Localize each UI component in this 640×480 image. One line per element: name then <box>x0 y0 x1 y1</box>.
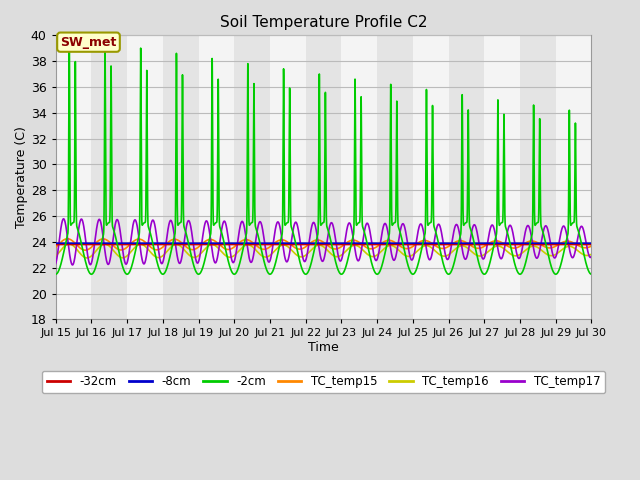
TC_temp15 <box>394 241 401 247</box>
Y-axis label: Temperature (C): Temperature (C) <box>15 126 28 228</box>
TC_temp15 <box>80 247 88 253</box>
Bar <box>484 36 520 319</box>
-32cm <box>490 241 497 247</box>
-2cm <box>469 235 477 240</box>
Line: TC_temp17: TC_temp17 <box>56 219 591 265</box>
Bar <box>92 36 127 319</box>
Bar <box>56 36 92 319</box>
TC_temp17 <box>469 224 477 229</box>
Bar <box>341 36 377 319</box>
-8cm <box>469 240 477 246</box>
Title: Soil Temperature Profile C2: Soil Temperature Profile C2 <box>220 15 428 30</box>
-8cm <box>454 240 462 246</box>
TC_temp17 <box>394 243 401 249</box>
Bar <box>306 36 341 319</box>
Bar <box>520 36 556 319</box>
-32cm <box>80 241 88 247</box>
Line: -2cm: -2cm <box>56 42 591 274</box>
-2cm <box>588 271 595 277</box>
TC_temp16 <box>394 246 401 252</box>
TC_temp16 <box>469 250 477 255</box>
Bar <box>413 36 449 319</box>
-8cm <box>483 240 490 246</box>
TC_temp17 <box>52 261 60 266</box>
TC_temp16 <box>490 244 497 250</box>
Bar <box>556 36 591 319</box>
-8cm <box>52 240 60 246</box>
-32cm <box>588 241 595 247</box>
-32cm <box>483 241 490 247</box>
X-axis label: Time: Time <box>308 341 339 354</box>
Bar <box>127 36 163 319</box>
-2cm <box>454 241 462 247</box>
Bar <box>449 36 484 319</box>
TC_temp16 <box>483 251 490 256</box>
-32cm <box>469 241 477 247</box>
TC_temp17 <box>588 253 595 259</box>
-32cm <box>52 241 60 247</box>
-2cm <box>80 251 88 257</box>
Line: TC_temp15: TC_temp15 <box>56 239 591 250</box>
-32cm <box>394 241 401 247</box>
Bar <box>163 36 198 319</box>
TC_temp15 <box>483 242 490 248</box>
-2cm <box>52 271 60 277</box>
Line: TC_temp16: TC_temp16 <box>56 244 591 258</box>
TC_temp17 <box>483 248 490 253</box>
-8cm <box>490 240 497 246</box>
TC_temp17 <box>60 216 67 222</box>
-8cm <box>588 240 595 246</box>
Bar <box>234 36 270 319</box>
TC_temp17 <box>490 224 497 230</box>
Bar <box>377 36 413 319</box>
TC_temp16 <box>65 241 73 247</box>
-8cm <box>80 240 88 246</box>
TC_temp16 <box>454 244 462 250</box>
-2cm <box>483 270 490 276</box>
TC_temp15 <box>490 238 497 244</box>
TC_temp15 <box>63 236 71 241</box>
-8cm <box>394 240 401 246</box>
Bar <box>198 36 234 319</box>
TC_temp16 <box>80 254 88 260</box>
TC_temp16 <box>52 253 60 259</box>
TC_temp15 <box>469 244 477 250</box>
-2cm <box>65 39 73 45</box>
Text: SW_met: SW_met <box>60 36 116 48</box>
TC_temp17 <box>80 223 88 229</box>
TC_temp15 <box>52 244 60 250</box>
-32cm <box>454 241 462 247</box>
Legend: -32cm, -8cm, -2cm, TC_temp15, TC_temp16, TC_temp17: -32cm, -8cm, -2cm, TC_temp15, TC_temp16,… <box>42 371 605 393</box>
TC_temp15 <box>454 238 462 244</box>
-2cm <box>490 244 497 250</box>
TC_temp16 <box>83 255 91 261</box>
TC_temp16 <box>588 252 595 257</box>
TC_temp17 <box>68 262 76 268</box>
TC_temp17 <box>454 226 462 231</box>
Bar <box>270 36 306 319</box>
TC_temp15 <box>588 243 595 249</box>
TC_temp15 <box>81 247 89 253</box>
-2cm <box>394 211 401 217</box>
